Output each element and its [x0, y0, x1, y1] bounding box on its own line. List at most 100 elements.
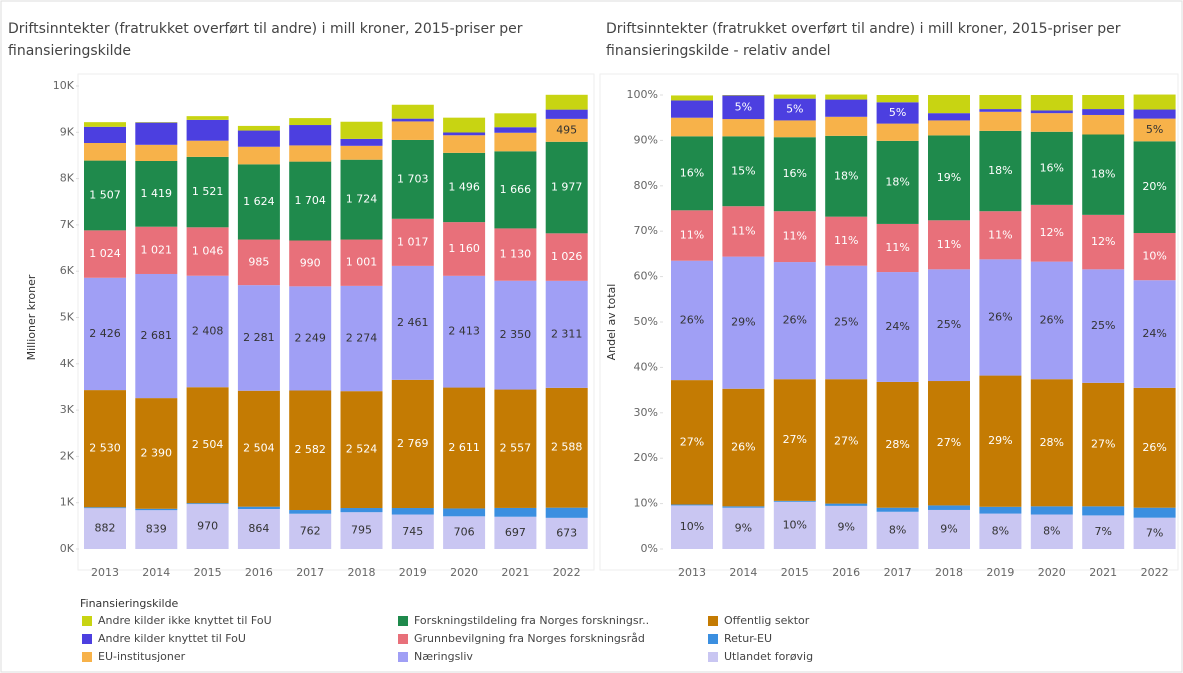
x-tick-label: 2022	[1141, 566, 1169, 579]
bar-segment	[722, 119, 765, 137]
bar-segment	[1133, 118, 1176, 142]
y-tick-label: 10K	[53, 79, 75, 92]
bar-segment	[979, 211, 1022, 260]
bar-segment	[1133, 507, 1176, 518]
bar-segment	[773, 137, 816, 212]
bar-segment	[1030, 261, 1073, 380]
bar-segment	[545, 109, 588, 119]
data-label: 2 350	[500, 328, 532, 341]
bar-segment	[545, 280, 588, 388]
data-label: 1 024	[89, 247, 121, 260]
bar-segment	[84, 508, 126, 549]
legend-label: EU-institusjoner	[98, 650, 186, 663]
y-tick-label: 40%	[634, 360, 658, 373]
bar-segment	[1030, 95, 1073, 111]
data-label: 706	[454, 526, 475, 539]
bar-segment	[671, 504, 713, 506]
y-tick-label: 9K	[60, 125, 75, 138]
bar-segment	[237, 146, 280, 165]
legend-label: Utlandet forøvig	[724, 650, 813, 663]
data-label: 1 724	[346, 193, 378, 206]
data-label: 2 413	[448, 325, 480, 338]
bar-segment	[443, 516, 486, 549]
data-label: 970	[197, 520, 218, 533]
bar-segment	[722, 136, 765, 207]
data-label: 11%	[937, 238, 961, 251]
y-tick-label: 90%	[634, 133, 658, 146]
bar-segment	[825, 116, 868, 136]
bar-segment	[135, 144, 178, 162]
legend-swatch	[398, 634, 408, 644]
bar-segment	[1133, 517, 1176, 549]
bar-segment	[494, 228, 537, 281]
bar-segment	[340, 138, 383, 146]
bar-segment	[237, 239, 280, 286]
bar-segment	[494, 113, 537, 128]
data-label: 9%	[837, 520, 854, 533]
data-label: 2 311	[551, 327, 583, 340]
bar-segment	[979, 130, 1022, 212]
bar-segment	[135, 226, 178, 274]
data-label: 25%	[1091, 319, 1115, 332]
bar-segment	[1082, 515, 1125, 549]
legend-label: Andre kilder knyttet til FoU	[98, 632, 246, 645]
data-label: 2 281	[243, 331, 275, 344]
bar-segment	[237, 390, 280, 507]
bar-segment	[186, 119, 229, 141]
bar-segment	[186, 156, 229, 228]
data-label: 1 977	[551, 181, 583, 194]
bar-segment	[391, 139, 434, 219]
bar-segment	[773, 379, 816, 501]
bar-segment	[876, 272, 919, 382]
bar-segment	[443, 132, 486, 136]
data-label: 9%	[940, 522, 957, 535]
bar-segment	[979, 95, 1022, 110]
data-label: 27%	[937, 436, 961, 449]
data-label: 745	[402, 525, 423, 538]
y-tick-label: 20%	[634, 451, 658, 464]
data-label: 2 274	[346, 332, 378, 345]
bar-segment	[289, 240, 332, 287]
legend-swatch	[398, 616, 408, 626]
bar-segment	[391, 379, 434, 509]
legend-swatch	[82, 652, 92, 662]
bar-segment	[928, 220, 970, 270]
data-label: 839	[146, 523, 167, 536]
chart-title: Driftsinntekter (fratrukket overført til…	[8, 21, 523, 59]
data-label: 11%	[988, 228, 1012, 241]
bar-segment	[340, 121, 383, 139]
data-label: 26%	[988, 310, 1012, 323]
data-label: 27%	[834, 434, 858, 447]
bar-segment	[928, 269, 970, 382]
y-tick-label: 2K	[60, 449, 75, 462]
bar-segment	[1030, 379, 1073, 507]
bar-segment	[186, 116, 229, 120]
bar-segment	[979, 111, 1022, 131]
bar-segment	[186, 387, 229, 504]
bar-segment	[825, 216, 868, 266]
data-label: 2 769	[397, 437, 429, 450]
data-label: 2 524	[346, 443, 378, 456]
bar-segment	[391, 265, 434, 380]
data-label: 5%	[1146, 123, 1163, 136]
legend-swatch	[708, 634, 718, 644]
legend-swatch	[398, 652, 408, 662]
bar-segment	[237, 130, 280, 147]
data-label: 11%	[834, 234, 858, 247]
bar-segment	[494, 132, 537, 152]
data-label: 24%	[1142, 327, 1166, 340]
bar-segment	[545, 94, 588, 110]
legend-label: Forskningstildeling fra Norges forskning…	[414, 614, 649, 627]
y-tick-label: 30%	[634, 406, 658, 419]
bar-segment	[773, 98, 816, 121]
data-label: 18%	[885, 175, 909, 188]
bar-segment	[391, 118, 434, 122]
bar-segment	[928, 381, 970, 506]
y-tick-label: 1K	[60, 496, 75, 509]
data-label: 1 419	[141, 187, 173, 200]
bar-segment	[135, 161, 178, 227]
data-label: 795	[351, 524, 372, 537]
x-tick-label: 2015	[194, 566, 222, 579]
data-label: 1 046	[192, 245, 224, 258]
